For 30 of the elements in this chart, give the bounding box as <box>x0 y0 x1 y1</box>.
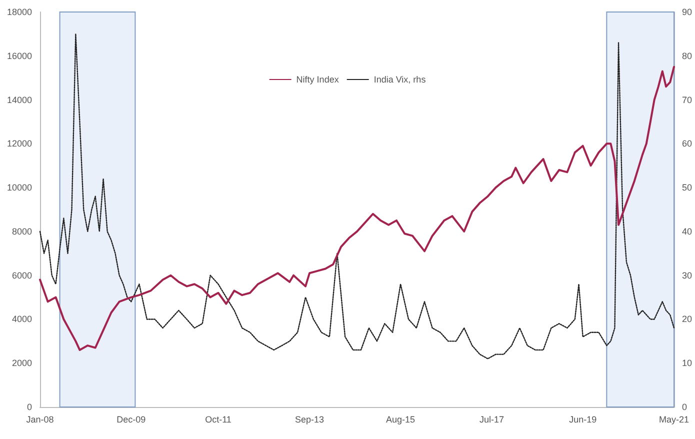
x-tick-label: Jul-17 <box>479 414 504 424</box>
x-tick-label: Sep-13 <box>295 414 324 424</box>
y-tick-label: 12000 <box>6 138 32 149</box>
y2-tick-label: 70 <box>682 94 692 105</box>
y2-tick-label: 40 <box>682 226 692 236</box>
y-tick-label: 10000 <box>6 182 32 193</box>
x-tick-label: Jun-19 <box>569 414 597 424</box>
y-tick-label: 0 <box>26 402 32 412</box>
legend-label: Nifty Index <box>296 74 340 84</box>
y2-tick-label: 10 <box>682 358 692 368</box>
y-tick-label: 18000 <box>6 7 32 17</box>
y-tick-label: 14000 <box>6 94 32 105</box>
y2-tick-label: 60 <box>682 138 692 149</box>
x-tick-label: Dec-09 <box>116 414 146 424</box>
x-tick-label: May-21 <box>658 414 689 424</box>
y-tick-label: 16000 <box>6 50 32 61</box>
y2-tick-label: 20 <box>682 314 692 324</box>
y-tick-label: 8000 <box>12 226 32 236</box>
y2-tick-label: 90 <box>682 7 692 17</box>
y-tick-label: 6000 <box>12 270 32 280</box>
y2-tick-label: 0 <box>682 402 688 412</box>
x-tick-label: Oct-11 <box>205 414 232 424</box>
legend-label: India Vix, rhs <box>374 74 426 84</box>
y2-tick-label: 80 <box>682 50 692 61</box>
y2-tick-label: 30 <box>682 270 692 280</box>
y-tick-label: 2000 <box>12 358 32 368</box>
y-tick-label: 4000 <box>12 314 32 324</box>
y2-tick-label: 50 <box>682 182 692 193</box>
x-tick-label: Aug-15 <box>386 414 416 424</box>
x-tick-label: Jan-08 <box>26 414 54 424</box>
